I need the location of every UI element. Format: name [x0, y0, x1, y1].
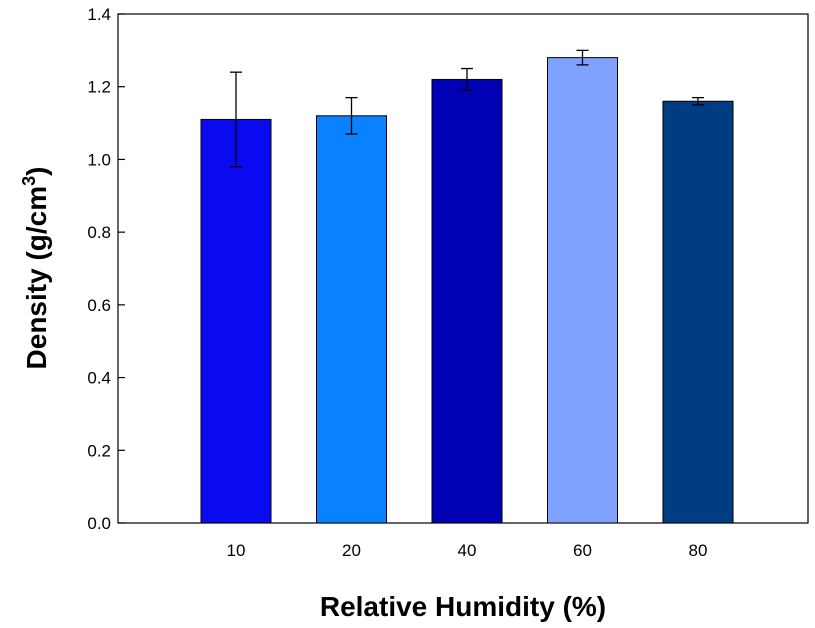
y-tick-label: 1.0: [87, 150, 111, 169]
error-bar-60: [576, 49, 589, 66]
y-axis-title-close: ): [21, 167, 52, 176]
error-bar-80: [692, 96, 704, 106]
bar-20: [316, 115, 387, 524]
y-tick-label: 0.8: [87, 223, 111, 242]
x-tick-label: 80: [689, 541, 708, 560]
x-tick-label: 10: [227, 541, 246, 560]
x-tick-label: 40: [458, 541, 477, 560]
bars: [200, 57, 734, 524]
y-axis: 0.0 0.2 0.4 0.6 0.8 1.0 1.2 1.4: [87, 5, 125, 533]
bar-60: [547, 57, 618, 524]
bar-10: [200, 118, 272, 524]
bar-80: [662, 100, 734, 524]
y-axis-title: Density (g/cm3): [19, 167, 52, 370]
error-bar-20: [345, 96, 358, 135]
error-bar-40: [461, 67, 473, 91]
x-tick-label: 60: [573, 541, 592, 560]
error-bar-10: [230, 71, 242, 168]
y-axis-title-main: Density (g/cm: [21, 186, 52, 370]
y-tick-label: 1.4: [87, 5, 111, 24]
x-axis-title: Relative Humidity (%): [320, 591, 606, 622]
error-bars: [230, 49, 704, 168]
bar-40: [431, 78, 503, 524]
y-axis-title-superscript: 3: [19, 176, 39, 186]
y-tick-label: 0.6: [87, 296, 111, 315]
y-tick-label: 0.2: [87, 441, 111, 460]
y-tick-label: 0.4: [87, 369, 111, 388]
y-tick-label: 0.0: [87, 514, 111, 533]
x-tick-label: 20: [342, 541, 361, 560]
y-tick-label: 1.2: [87, 78, 111, 97]
